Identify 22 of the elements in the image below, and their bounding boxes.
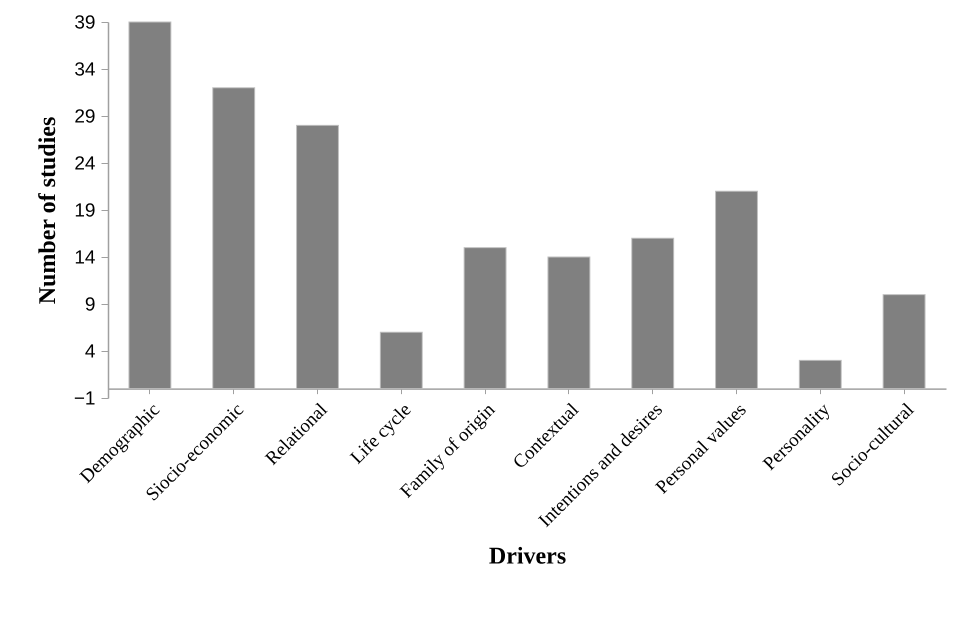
y-tick-label: 24 — [74, 154, 96, 174]
y-tick-label: 39 — [74, 12, 96, 34]
x-axis-title: Drivers — [488, 544, 566, 570]
bar — [128, 22, 172, 390]
y-tick-label: 34 — [74, 60, 96, 80]
bar — [380, 332, 423, 390]
y-tick-label: 4 — [84, 342, 96, 362]
y-tick-label: 14 — [74, 248, 96, 268]
y-tick-label: 19 — [74, 200, 96, 222]
y-tick-label: 29 — [74, 106, 96, 128]
bar — [631, 238, 674, 390]
x-tick-label: Life cycle — [346, 399, 416, 468]
y-tick-label: 9 — [84, 294, 96, 316]
bar — [715, 190, 758, 390]
bar — [464, 247, 507, 390]
bar — [547, 256, 590, 390]
bar — [296, 124, 339, 390]
bar — [882, 294, 926, 390]
y-tick-label: −1 — [74, 388, 96, 410]
bar — [212, 87, 256, 390]
y-axis-title: Number of studies — [34, 116, 61, 304]
bar — [798, 360, 842, 390]
